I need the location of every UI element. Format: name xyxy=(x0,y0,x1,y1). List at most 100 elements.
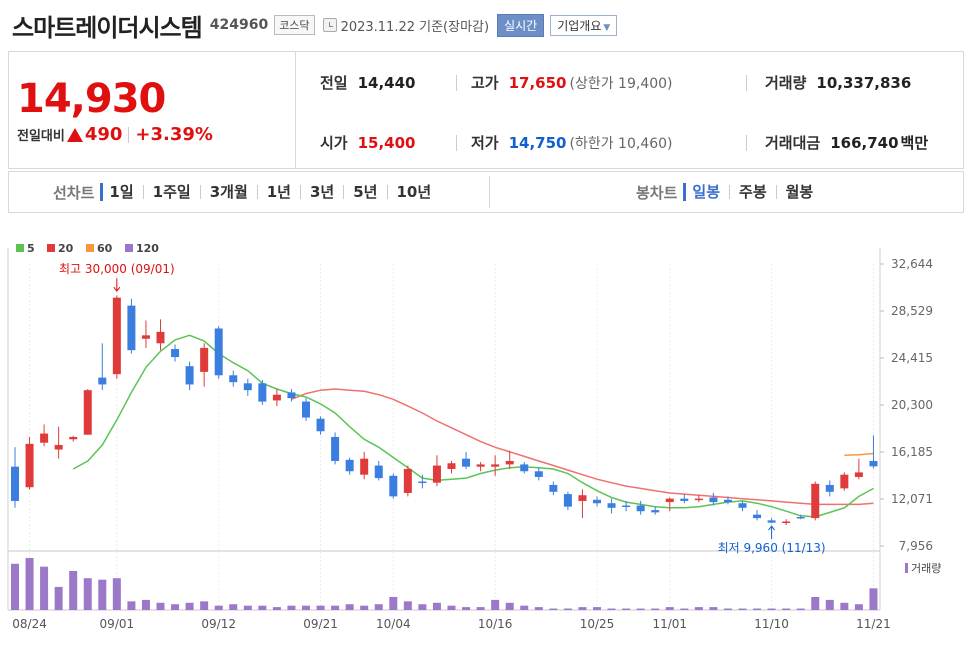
tab-weekly[interactable]: 주봉 xyxy=(729,185,776,200)
y-tick-label: 20,300 xyxy=(891,398,933,412)
tab-3year[interactable]: 3년 xyxy=(300,185,343,200)
volume-bar xyxy=(825,599,834,610)
clock-icon xyxy=(322,18,337,32)
tab-1week[interactable]: 1주일 xyxy=(142,185,200,200)
candle-body xyxy=(171,349,180,358)
volume-bar xyxy=(593,607,601,610)
volume-bar xyxy=(141,599,150,610)
volume-bar xyxy=(11,563,19,610)
candle-body xyxy=(287,392,296,399)
stat-divider xyxy=(456,135,457,151)
tab-1day[interactable]: 1일 xyxy=(109,183,134,201)
y-tick-label: 28,529 xyxy=(891,304,933,318)
current-price: 14,930 xyxy=(17,76,166,122)
candle-body xyxy=(418,481,427,484)
volume-bar xyxy=(738,608,747,610)
tab-daily[interactable]: 일봉 xyxy=(692,183,721,201)
up-triangle-icon xyxy=(66,127,83,142)
candle-body xyxy=(607,503,616,508)
legend-label: 120 xyxy=(136,242,159,255)
volume-bar xyxy=(302,605,310,610)
prev-close-value: 14,440 xyxy=(357,74,416,92)
candle-body xyxy=(665,498,674,503)
candle-body xyxy=(83,390,92,435)
volume-bar xyxy=(796,608,805,610)
legend-label: 20 xyxy=(58,242,74,255)
candle-body xyxy=(738,503,747,508)
tab-indicator xyxy=(683,183,687,201)
high-annotation-label: 최고 30,000 (09/01) xyxy=(59,262,175,276)
prev-close-label: 전일 xyxy=(320,74,348,92)
volume-bar xyxy=(651,608,660,610)
volume-bar xyxy=(287,605,296,610)
tab-monthly[interactable]: 월봉 xyxy=(775,185,823,200)
volume-bar xyxy=(665,607,674,610)
volume-bar xyxy=(243,605,252,610)
change-line: 전일대비 490 +3.39% xyxy=(17,124,213,145)
realtime-button[interactable]: 실시간 xyxy=(497,13,545,37)
candle-body xyxy=(593,499,601,504)
tab-5year[interactable]: 5년 xyxy=(343,185,386,200)
candle-body xyxy=(491,464,500,467)
company-profile-button[interactable]: 기업개요 ▼ xyxy=(550,14,618,36)
volume-bar xyxy=(229,604,238,610)
low-label: 저가 xyxy=(471,134,499,152)
candle-body xyxy=(316,418,325,432)
x-tick-label: 09/01 xyxy=(100,617,135,631)
volume-bar xyxy=(869,588,878,610)
as-of-date: 2023.11.22 기준(장마감) xyxy=(340,19,490,35)
candle-body xyxy=(578,495,587,501)
volume-bar xyxy=(534,607,543,610)
candle-body xyxy=(360,458,369,475)
amount-unit: 백만 xyxy=(900,134,929,152)
candle-body xyxy=(520,464,529,472)
high-label: 고가 xyxy=(471,74,499,92)
candle-body xyxy=(200,347,209,372)
x-tick-label: 11/01 xyxy=(652,617,687,631)
candle-body xyxy=(112,297,121,375)
y-tick-label: 12,071 xyxy=(891,492,933,506)
tab-3month[interactable]: 3개월 xyxy=(199,185,257,200)
candle-body xyxy=(709,497,718,503)
change-percent: +3.39% xyxy=(135,124,213,145)
volume-bar xyxy=(374,604,383,610)
volume-bar xyxy=(331,605,340,610)
volume-bar xyxy=(418,604,427,610)
candle-body xyxy=(156,331,165,344)
volume-bar xyxy=(389,597,398,610)
stat-open: 시가 15,400 xyxy=(320,132,416,153)
volume-bar xyxy=(578,607,587,610)
volume-bar xyxy=(185,602,194,610)
x-tick-label: 09/12 xyxy=(201,617,236,631)
x-tick-label: 10/25 xyxy=(580,617,615,631)
volume-bar xyxy=(622,608,631,610)
candle-body xyxy=(651,510,660,513)
candle-body xyxy=(40,433,49,443)
volume-bar xyxy=(200,601,209,610)
change-amount: 490 xyxy=(84,124,123,145)
stat-prev-close: 전일 14,440 xyxy=(320,72,416,93)
volume-bar xyxy=(25,558,34,610)
open-label: 시가 xyxy=(320,134,348,152)
candle-chart-title: 봉차트 xyxy=(636,183,678,202)
x-tick-label: 10/16 xyxy=(478,617,513,631)
high-value: 17,650 xyxy=(508,74,567,92)
candle-body xyxy=(723,499,732,503)
stock-code: 424960 xyxy=(209,17,269,33)
candle-body xyxy=(549,484,558,492)
tab-1year[interactable]: 1년 xyxy=(256,185,300,200)
tab-10year[interactable]: 10년 xyxy=(386,185,441,200)
volume-bar xyxy=(40,566,49,610)
candle-body xyxy=(680,498,689,501)
volume-bar xyxy=(127,601,136,610)
volume-bar xyxy=(491,599,500,610)
volume-label: 거래량 xyxy=(765,74,807,92)
volume-bar xyxy=(709,607,718,610)
stat-amount: 거래대금 166,740 백만 xyxy=(765,132,928,153)
candle-body xyxy=(345,459,354,472)
low-annotation-label: 최저 9,960 (11/13) xyxy=(718,541,826,555)
candle-body xyxy=(447,463,456,469)
market-badge: 코스닥 xyxy=(274,15,315,35)
candle-body xyxy=(505,460,514,465)
candle-chart-tabs: 봉차트 일봉 주봉 월봉 xyxy=(636,172,822,212)
